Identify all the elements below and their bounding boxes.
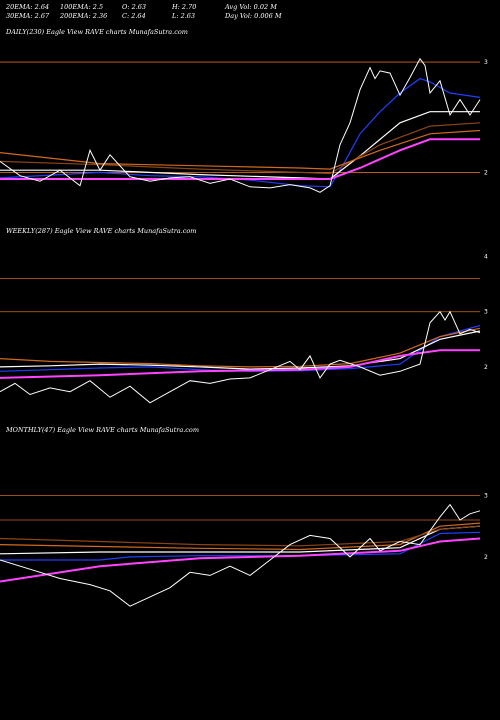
stat-ema20: 20EMA: 2.64	[6, 3, 50, 11]
weekly-ytick-3: 3	[484, 309, 488, 316]
weekly-indicator-line-0	[0, 324, 481, 372]
monthly-price-line	[0, 503, 481, 607]
stat-high: H: 2.70	[172, 3, 197, 11]
monthly-indicator-line-2	[0, 522, 481, 551]
stat-close: C: 2.64	[122, 12, 146, 20]
daily-ytick-2: 2	[484, 169, 488, 176]
monthly-panel-title: MONTHLY(47) Eagle View RAVE charts Munaf…	[6, 426, 199, 434]
daily-indicator-line-3	[0, 129, 481, 170]
stat-avgvol: Avg Vol: 0.02 M	[225, 3, 277, 11]
weekly-price-line	[0, 310, 481, 404]
weekly-indicator-line-2	[0, 327, 481, 368]
stat-ema100: 100EMA: 2.5	[60, 3, 104, 11]
daily-chart: 32	[0, 57, 488, 193]
weekly-ytick-2: 2	[484, 364, 488, 371]
monthly-ytick-2: 2	[484, 554, 488, 561]
daily-ytick-3: 3	[484, 59, 488, 66]
weekly-chart: 4 3 2	[0, 254, 488, 404]
monthly-indicator-line-3	[0, 537, 481, 583]
stat-ema30: 30EMA: 2.67	[6, 12, 50, 20]
weekly-indicator-line-3	[0, 349, 480, 379]
stat-open: O: 2.63	[122, 3, 147, 11]
daily-indicator-line-0	[0, 77, 481, 188]
stat-dayvol: Day Vol: 0.006 M	[225, 12, 282, 20]
daily-indicator-line-2	[0, 122, 481, 175]
stat-low: L: 2.63	[172, 12, 196, 20]
monthly-indicator-line-0	[0, 531, 481, 561]
weekly-ytick-4: 4	[484, 254, 488, 261]
weekly-indicator-line-1	[0, 330, 481, 370]
monthly-chart: 32	[0, 492, 488, 607]
stat-ema200: 200EMA: 2.36	[60, 12, 108, 20]
monthly-ytick-3: 3	[484, 492, 488, 499]
weekly-panel-title: WEEKLY(287) Eagle View RAVE charts Munaf…	[6, 227, 197, 235]
daily-indicator-line-1	[0, 111, 480, 180]
monthly-indicator-line-4	[0, 525, 481, 547]
daily-panel-title: DAILY(230) Eagle View RAVE charts Munafa…	[6, 28, 188, 36]
daily-indicator-line-4	[0, 138, 480, 180]
daily-price-line	[0, 57, 481, 193]
